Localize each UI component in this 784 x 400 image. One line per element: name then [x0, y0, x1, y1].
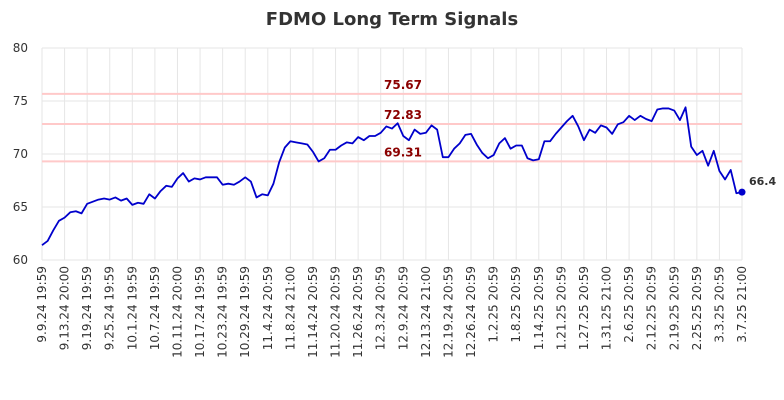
x-tick-label: 1.8.25 20:59: [509, 266, 523, 343]
y-axis-ticks: 60 65 70 75 80: [13, 41, 28, 267]
signal-line-label: 69.31: [384, 145, 422, 159]
x-tick-label: 1.14.25 20:59: [532, 266, 546, 350]
x-tick-label: 10.1.24 19:59: [125, 266, 139, 350]
x-tick-label: 10.17.24 19:59: [193, 266, 207, 358]
x-tick-label: 9.13.24 20:00: [58, 266, 72, 350]
x-tick-label: 2.12.25 20:59: [645, 266, 659, 350]
x-tick-label: 12.19.24 20:59: [441, 266, 455, 358]
y-tick-label: 75: [13, 94, 28, 108]
x-tick-label: 11.8.24 21:00: [283, 266, 297, 350]
x-tick-label: 10.11.24 20:00: [170, 266, 184, 358]
x-axis-ticks: 9.9.24 19:59 9.13.24 20:00 9.19.24 19:59 9.…: [35, 266, 749, 358]
x-tick-label: 10.23.24 19:59: [216, 266, 230, 358]
x-tick-label: 10.29.24 19:59: [238, 266, 252, 358]
x-tick-label: 2.6.25 20:59: [622, 266, 636, 343]
last-value-label: 66.4: [749, 175, 776, 188]
x-tick-label: 9.19.24 19:59: [80, 266, 94, 350]
chart-title: FDMO Long Term Signals: [266, 9, 518, 30]
x-tick-label: 12.26.24 20:59: [464, 266, 478, 358]
x-tick-label: 11.14.24 20:59: [306, 266, 320, 358]
x-tick-label: 2.19.25 20:59: [667, 266, 681, 350]
price-line: [41, 106, 743, 246]
x-tick-label: 9.9.24 19:59: [35, 266, 49, 343]
y-tick-label: 80: [13, 41, 28, 55]
y-tick-label: 60: [13, 253, 28, 267]
x-tick-label: 2.25.25 20:59: [690, 266, 704, 350]
horizontal-gridlines: [42, 47, 742, 261]
x-tick-label: 12.13.24 21:00: [419, 266, 433, 358]
x-tick-label: 1.27.25 20:59: [577, 266, 591, 350]
x-tick-label: 11.26.24 20:59: [351, 266, 365, 358]
x-tick-label: 1.2.25 20:59: [487, 266, 501, 343]
x-tick-label: 9.25.24 19:59: [103, 266, 117, 350]
x-tick-label: 12.9.24 20:59: [396, 266, 410, 350]
y-tick-label: 65: [13, 200, 28, 214]
y-tick-label: 70: [13, 147, 28, 161]
signal-lines: 75.67 72.83 69.31: [42, 78, 742, 163]
last-point-marker: [738, 188, 746, 196]
x-tick-label: 1.31.25 21:00: [600, 266, 614, 350]
signal-line-label: 75.67: [384, 78, 422, 92]
x-tick-label: 10.7.24 19:59: [148, 266, 162, 350]
series-group: 66.4: [41, 106, 776, 246]
x-tick-label: 3.7.25 21:00: [735, 266, 749, 343]
x-tick-label: 3.3.25 20:59: [712, 266, 726, 343]
x-tick-label: 12.3.24 20:59: [374, 266, 388, 350]
x-tick-label: 1.21.25 20:59: [554, 266, 568, 350]
x-tick-label: 11.20.24 20:59: [329, 266, 343, 358]
signal-line-label: 72.83: [384, 108, 422, 122]
x-tick-label: 11.4.24 20:59: [261, 266, 275, 350]
